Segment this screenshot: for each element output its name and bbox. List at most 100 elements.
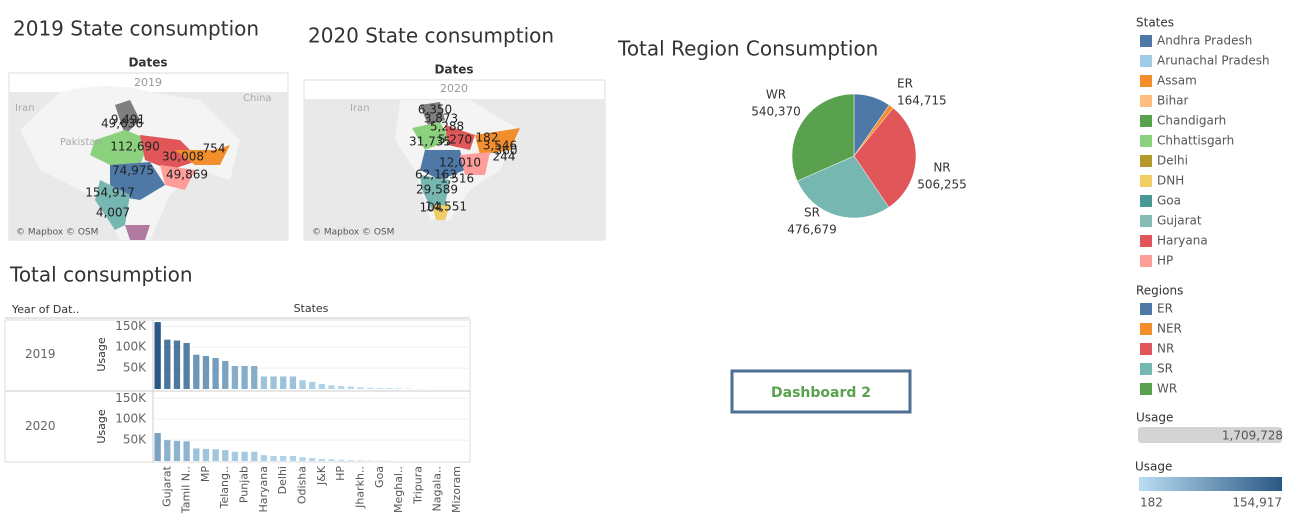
map-credit: © Mapbox © OSM: [16, 228, 98, 238]
bar: [174, 340, 180, 389]
map-value-label: 49,869: [166, 168, 208, 182]
y-axis-title: Usage: [95, 409, 108, 444]
x-axis-title: States: [294, 302, 329, 315]
legend-swatch: [1140, 303, 1152, 315]
legend-label: Haryana: [1157, 234, 1208, 248]
y-tick-label: 100K: [115, 412, 147, 426]
y-tick-label: 150K: [115, 319, 147, 333]
bar: [241, 366, 247, 389]
legend-swatch: [1140, 343, 1152, 355]
x-tick-label: HP: [334, 466, 347, 481]
bar: [203, 449, 209, 461]
bar: [155, 433, 161, 461]
bar: [270, 376, 276, 389]
legend-title: Usage: [1135, 460, 1172, 474]
legend-label: ER: [1157, 302, 1173, 316]
map-value-label: 5,288: [430, 120, 464, 134]
bar: [396, 388, 402, 389]
bar: [386, 388, 392, 389]
bar: [270, 456, 276, 461]
map-value-label: 74,975: [112, 164, 154, 178]
legend-swatch: [1140, 195, 1152, 207]
bar: [299, 380, 305, 389]
slice-category: NR: [933, 161, 950, 175]
legend-title: Usage: [1136, 411, 1173, 425]
x-tick-label: Gujarat: [160, 465, 173, 507]
legend-swatch: [1140, 323, 1152, 335]
y-tick-label: 50K: [123, 361, 147, 375]
bar: [251, 366, 257, 389]
bar: [309, 458, 315, 461]
x-tick-label: Delhi: [276, 466, 289, 494]
color-tick-label: 182: [1140, 496, 1163, 510]
bar: [174, 441, 180, 461]
bar: [183, 441, 189, 461]
legend-label: Goa: [1157, 194, 1181, 208]
bar: [280, 456, 286, 461]
bar: [290, 456, 296, 461]
legend-swatch: [1140, 255, 1152, 267]
legend-label: Andhra Pradesh: [1157, 34, 1252, 48]
bar: [222, 361, 228, 389]
row-header: Year of Dat..: [11, 303, 79, 316]
slice-category: WR: [766, 88, 786, 102]
bar: [319, 459, 325, 461]
bar: [348, 386, 354, 389]
legend-label: NR: [1157, 342, 1174, 356]
button-label[interactable]: Dashboard 2: [771, 385, 871, 401]
map-header: Dates: [434, 63, 473, 77]
bar: [155, 322, 161, 389]
place-name: Iran: [350, 103, 370, 114]
bar: [367, 388, 373, 389]
legend-title: Regions: [1136, 284, 1183, 298]
y-tick-label: 100K: [115, 340, 147, 354]
legend-swatch: [1140, 175, 1152, 187]
bar: [212, 358, 218, 389]
color-ramp: [1139, 477, 1282, 491]
legend-label: Gujarat: [1157, 214, 1202, 228]
legend-swatch: [1140, 115, 1152, 127]
place-name: Pakistan: [60, 137, 102, 148]
bar: [319, 384, 325, 389]
legend-label: Delhi: [1157, 154, 1188, 168]
bar: [328, 459, 334, 461]
color-tick-label: 154,917: [1232, 496, 1282, 510]
map-value-label: 754: [203, 142, 226, 156]
x-tick-label: Mizoram: [450, 466, 463, 513]
map-value-label: 4,007: [96, 206, 130, 220]
legend-label: Assam: [1157, 74, 1197, 88]
bar: [193, 355, 199, 389]
map-value-label: 29,589: [416, 183, 458, 197]
bar: [251, 452, 257, 461]
legend-label: HP: [1157, 254, 1173, 268]
place-name: China: [243, 93, 272, 104]
chart-title: Total Region Consumption: [617, 37, 878, 61]
bar: [261, 455, 267, 461]
map-year: 2020: [440, 82, 468, 95]
bar: [232, 366, 238, 389]
bar: [193, 448, 199, 461]
map-title: 2020 State consumption: [308, 24, 554, 48]
x-tick-label: Nagala..: [431, 466, 444, 511]
x-tick-label: Jharkh..: [353, 466, 366, 509]
legend-swatch: [1140, 95, 1152, 107]
row-label: 2020: [25, 419, 56, 433]
x-tick-label: Punjab: [238, 466, 251, 503]
bar: [261, 376, 267, 389]
x-tick-label: J&K: [315, 465, 328, 486]
bar: [183, 343, 189, 389]
x-tick-label: Goa: [373, 466, 386, 488]
map-credit: © Mapbox © OSM: [312, 228, 394, 238]
slice-value: 506,255: [917, 178, 967, 192]
map-value-label: 154,917: [85, 186, 135, 200]
x-tick-label: Odisha: [296, 466, 309, 504]
bar: [299, 457, 305, 461]
place-name: Iran: [15, 103, 35, 114]
bar: [357, 460, 363, 461]
bar: [232, 452, 238, 461]
slice-value: 164,715: [897, 94, 947, 108]
x-tick-label: Tripura: [411, 466, 424, 505]
size-label: 1,709,728: [1222, 429, 1283, 443]
y-tick-label: 50K: [123, 433, 147, 447]
bar: [222, 450, 228, 461]
